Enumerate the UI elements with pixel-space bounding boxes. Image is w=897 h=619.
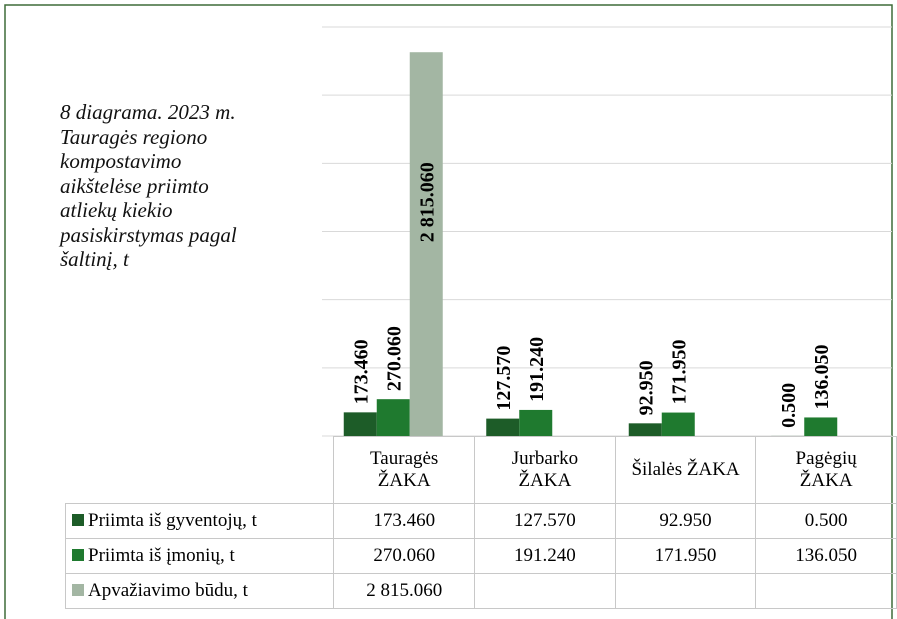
bar <box>519 409 553 436</box>
table-cell: 136.050 <box>755 538 897 574</box>
table-cell: 173.460 <box>333 503 476 539</box>
bar <box>376 399 410 436</box>
bar <box>804 417 838 436</box>
legend-key <box>72 514 84 526</box>
bar <box>661 412 695 436</box>
chart-title: 8 diagrama. 2023 m. Tauragės regiono kom… <box>60 100 237 271</box>
legend-label: Priimta iš įmonių, t <box>88 545 235 566</box>
table-cell: 171.950 <box>614 538 757 574</box>
table-row: Priimta iš gyventojų, t 173.460 127.570 92.… <box>64 503 897 539</box>
bar <box>343 412 377 436</box>
data-label: 92.950 <box>635 360 657 415</box>
category-label: Jurbarko ŽAKA <box>474 436 616 504</box>
table-cell: 2 815.060 <box>333 573 476 609</box>
bar <box>409 52 443 436</box>
table-cell <box>474 573 616 609</box>
legend-cell: Apvažiavimo būdu, t <box>64 573 335 609</box>
data-label: 0.500 <box>778 383 800 428</box>
table-cell: 92.950 <box>614 503 757 539</box>
legend-key <box>72 584 84 596</box>
table-cell: 191.240 <box>474 538 616 574</box>
legend-label: Apvažiavimo būdu, t <box>88 580 248 601</box>
legend-label: Priimta iš gyventojų, t <box>88 510 257 531</box>
data-table: Tauragės ŽAKA Jurbarko ŽAKA Šilalės ŽAKA Pa… <box>64 436 897 609</box>
table-row: Priimta iš įmonių, t 270.060 191.240 171.95… <box>64 538 897 574</box>
table-cell <box>614 573 757 609</box>
frame <box>4 4 893 619</box>
bar <box>486 418 520 436</box>
table-row: Apvažiavimo būdu, t 2 815.060 <box>64 573 897 609</box>
table-cell <box>755 573 897 609</box>
table-corner <box>66 437 334 504</box>
legend-cell: Priimta iš įmonių, t <box>64 538 335 574</box>
category-label: Šilalės ŽAKA <box>614 436 757 504</box>
data-label: 127.570 <box>493 346 515 411</box>
data-label: 136.050 <box>811 344 833 409</box>
category-label: Pagėgių ŽAKA <box>755 436 897 504</box>
legend-key <box>72 549 84 561</box>
data-label: 2 815.060 <box>416 162 438 242</box>
category-label: Tauragės ŽAKA <box>333 436 476 504</box>
table-header-row: Tauragės ŽAKA Jurbarko ŽAKA Šilalės ŽAKA Pa… <box>66 436 897 504</box>
legend-cell: Priimta iš gyventojų, t <box>64 503 335 539</box>
bar <box>628 423 662 436</box>
table-cell: 0.500 <box>755 503 897 539</box>
data-label: 171.950 <box>668 340 690 405</box>
data-label: 270.060 <box>383 326 405 391</box>
data-label: 173.460 <box>350 339 372 404</box>
table-cell: 127.570 <box>474 503 616 539</box>
table-cell: 270.060 <box>333 538 476 574</box>
data-label: 191.240 <box>526 337 548 402</box>
